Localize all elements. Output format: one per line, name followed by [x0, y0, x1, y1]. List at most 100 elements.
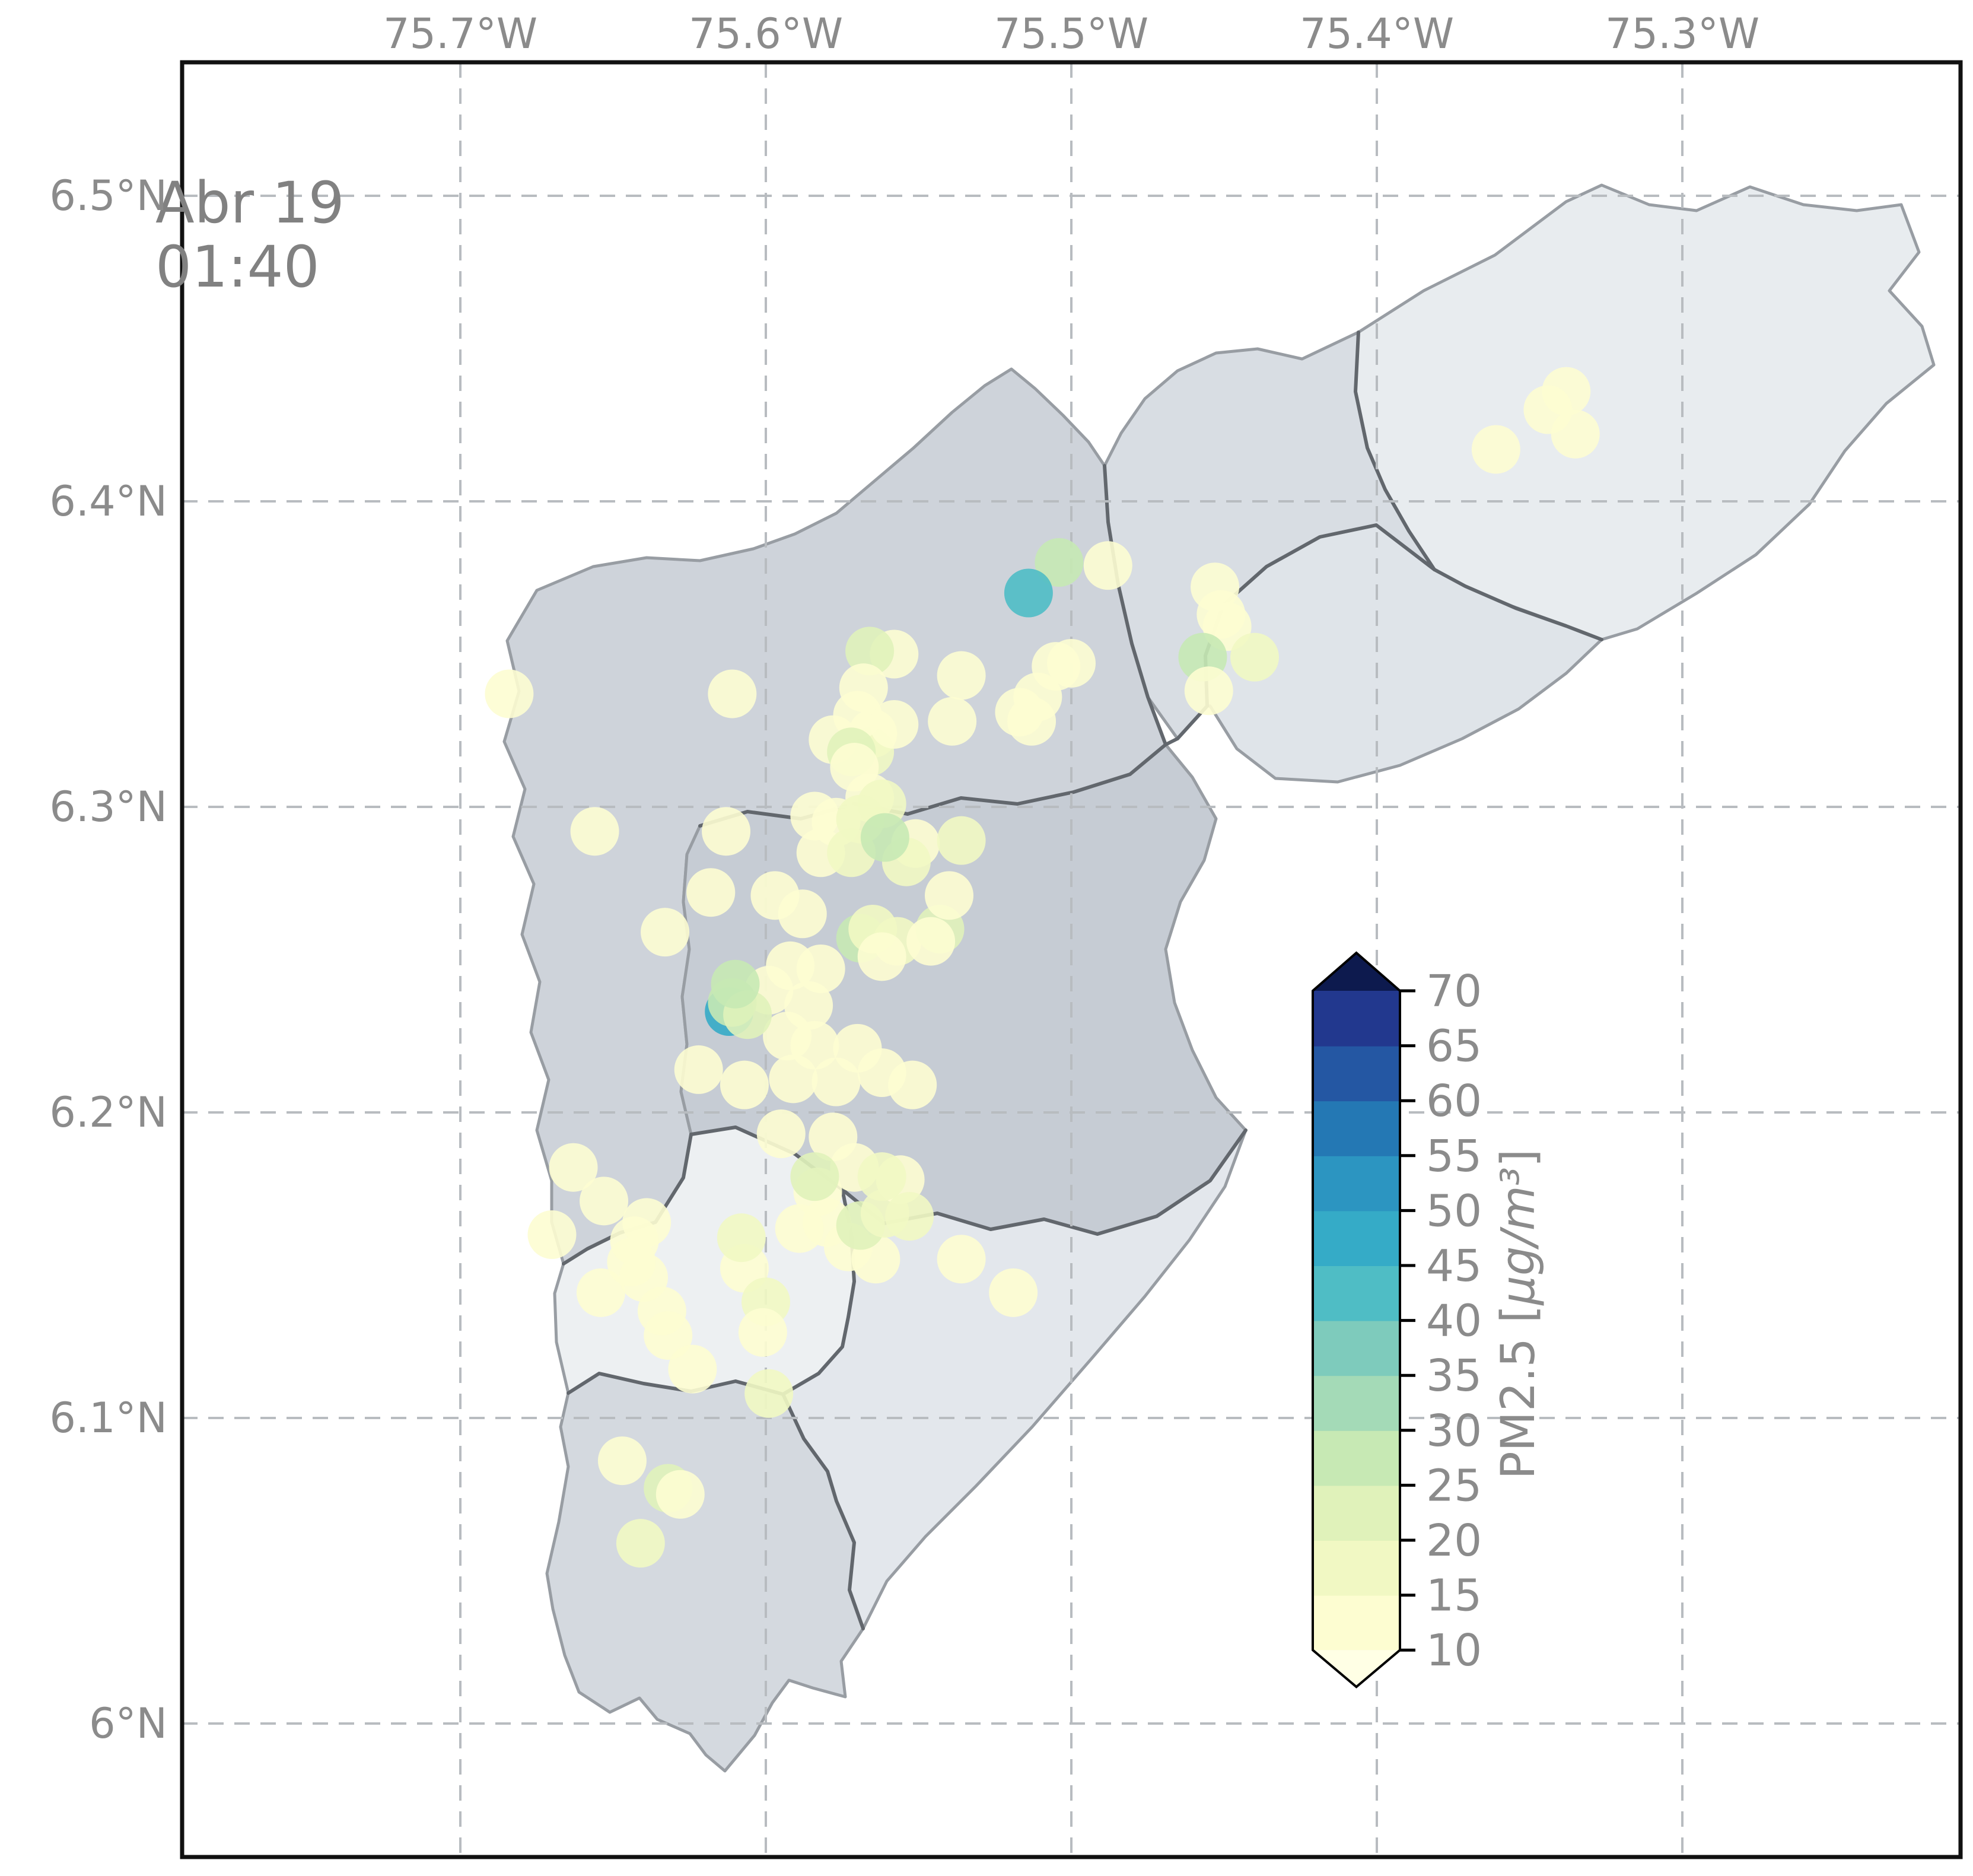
colorbar-tick-label: 45	[1426, 1241, 1482, 1292]
pm25-station-point	[937, 1235, 986, 1284]
pm25-station-point	[686, 868, 736, 917]
pm25-station-point	[1471, 425, 1520, 474]
colorbar-title: PM2.5 [μg/m³]	[1492, 1149, 1545, 1480]
colorbar-band	[1313, 991, 1400, 1047]
colorbar-tick-label: 60	[1426, 1076, 1482, 1127]
lat-tick-label: 6.4°N	[49, 477, 167, 526]
pm25-station-point	[937, 816, 986, 865]
pm25-station-point	[1551, 409, 1600, 459]
gridlines	[184, 64, 1959, 1855]
pm25-station-point	[1230, 632, 1279, 682]
pm25-station-point	[674, 1045, 723, 1094]
colorbar-band	[1313, 1045, 1400, 1102]
colorbar-band	[1313, 1101, 1400, 1156]
pm25-station-point	[845, 627, 895, 676]
lat-tick-label: 6.1°N	[49, 1394, 167, 1442]
colorbar-tick-label: 10	[1426, 1625, 1482, 1676]
lon-tick-label: 75.5°W	[994, 9, 1149, 58]
colorbar-band	[1313, 1210, 1400, 1266]
pm25-station-point	[616, 1519, 665, 1568]
colorbar-tick-label: 25	[1426, 1460, 1482, 1511]
colorbar-tick-label: 35	[1426, 1350, 1482, 1401]
pm25-station-point	[655, 1470, 705, 1519]
pm25-station-point	[1004, 568, 1053, 618]
pm25-station-point	[622, 1198, 672, 1247]
lat-tick-label: 6°N	[89, 1699, 167, 1748]
colorbar-band	[1313, 1595, 1400, 1651]
pm25-station-point	[744, 1369, 794, 1418]
colorbar-band	[1313, 1430, 1400, 1486]
pm25-station-point	[790, 1152, 839, 1201]
colorbar-band	[1313, 1375, 1400, 1431]
lon-tick-label: 75.6°W	[688, 9, 844, 58]
pm25-station-point	[702, 807, 751, 856]
pm25-station-point	[937, 651, 986, 700]
colorbar-title-units: μg/m³	[1492, 1167, 1545, 1305]
pm25-station-point	[885, 1192, 934, 1241]
pm25-station-point	[812, 1057, 861, 1106]
colorbar-band	[1313, 1320, 1400, 1376]
lat-tick-label: 6.5°N	[49, 171, 167, 220]
pm25-station-point	[668, 1344, 717, 1394]
colorbar-band	[1313, 1540, 1400, 1596]
colorbar-extend-high	[1313, 953, 1400, 991]
pm25-station-point	[717, 1213, 766, 1263]
pm25-station-point	[857, 1152, 906, 1201]
scatter-points	[485, 367, 1600, 1568]
pm25-station-point	[527, 1210, 577, 1259]
colorbar-tick-label: 30	[1426, 1406, 1482, 1457]
pm25-station-point	[711, 959, 760, 1009]
colorbar-tick-label: 65	[1426, 1021, 1482, 1072]
lon-tick-label: 75.7°W	[383, 9, 538, 58]
pm25-station-point	[775, 1204, 824, 1253]
pm25-station-point	[1007, 697, 1056, 746]
colorbar-title-suffix: ]	[1492, 1149, 1545, 1168]
pm25-station-point	[989, 1268, 1038, 1317]
colorbar-tick-label: 55	[1426, 1131, 1482, 1182]
timestamp-annotation: Abr 19 01:40	[155, 171, 345, 299]
pm25-station-point	[860, 813, 909, 862]
pm25-station-point	[570, 807, 619, 856]
lat-tick-label: 6.3°N	[49, 783, 167, 831]
pm25-station-point	[1035, 538, 1084, 587]
pm25-station-point	[778, 889, 827, 939]
colorbar-tick-label: 40	[1426, 1296, 1482, 1347]
lon-tick-label: 75.3°W	[1605, 9, 1760, 58]
colorbar-extend-low	[1313, 1650, 1400, 1687]
colorbar-tick-label: 70	[1426, 966, 1482, 1017]
pm25-station-point	[888, 1060, 937, 1109]
pm25-station-point	[720, 1060, 769, 1109]
pm25-station-point	[738, 1308, 787, 1357]
colorbar-tick-label: 15	[1426, 1570, 1482, 1621]
timestamp-time: 01:40	[155, 234, 320, 300]
pm25-station-point	[906, 917, 956, 966]
pm25-station-point	[870, 699, 919, 749]
pm25-station-point	[708, 669, 757, 718]
colorbar-tick-label: 50	[1426, 1185, 1482, 1236]
colorbar-band	[1313, 1485, 1400, 1541]
plot-border	[180, 60, 1963, 1859]
pm25-station-point	[928, 697, 977, 746]
pm25-station-point	[796, 944, 845, 993]
pm25-station-point	[641, 908, 690, 957]
colorbar-band	[1313, 1155, 1400, 1212]
pm25-station-point	[769, 1054, 818, 1104]
lat-tick-label: 6.2°N	[49, 1088, 167, 1137]
pm25-station-point	[756, 1109, 806, 1159]
colorbar-tick-label: 20	[1426, 1515, 1482, 1566]
colorbar-title-prefix: PM2.5 [	[1492, 1305, 1545, 1480]
pm25-station-point	[857, 932, 906, 981]
pm25-station-point	[576, 1268, 625, 1317]
timestamp-date: Abr 19	[155, 170, 345, 236]
pm25-station-point	[1184, 666, 1233, 716]
pm25-station-point	[580, 1177, 629, 1226]
pm25-station-point	[549, 1143, 598, 1192]
pm25-station-point	[485, 669, 534, 718]
pm25-station-point	[597, 1436, 647, 1486]
pm25-station-point	[644, 1311, 693, 1360]
pm25-station-point	[925, 871, 973, 920]
pm25-station-point	[1047, 638, 1096, 688]
